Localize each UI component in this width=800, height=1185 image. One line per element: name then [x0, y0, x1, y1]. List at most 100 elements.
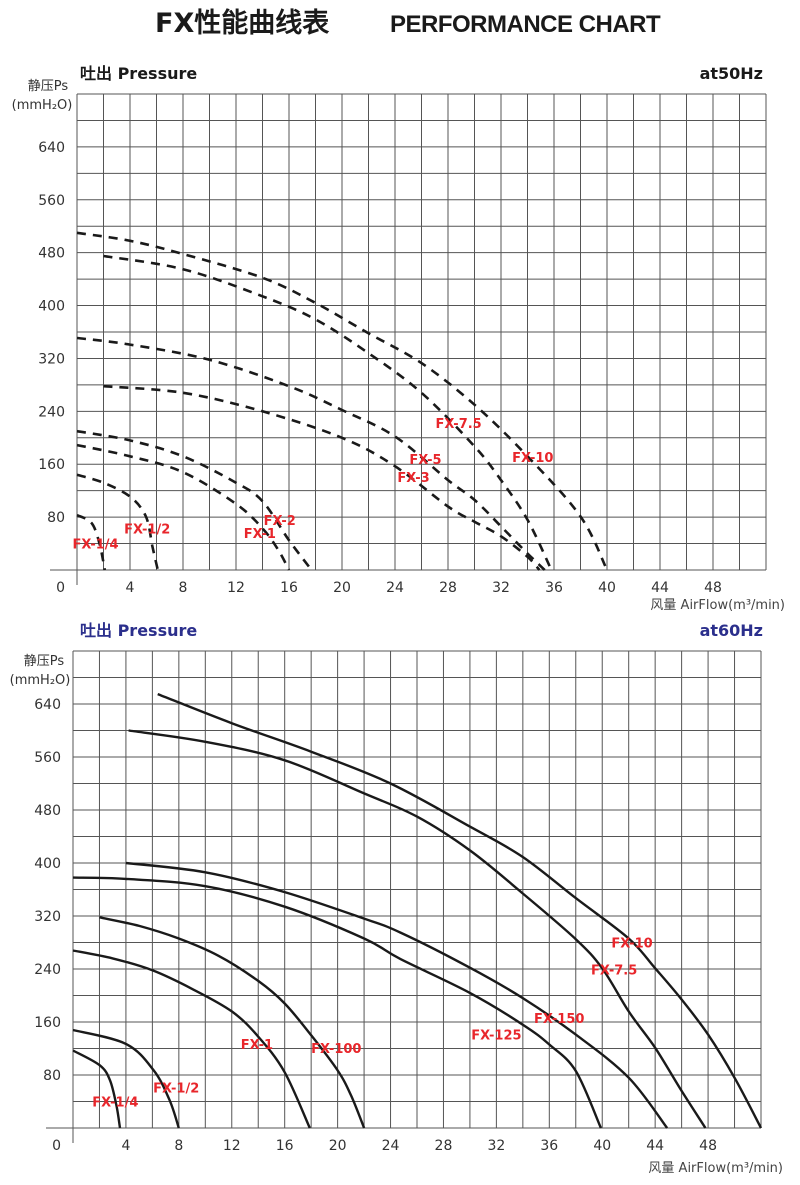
series-fx-1: FX-1: [72, 949, 311, 1129]
x-tick-label: 24: [382, 1138, 400, 1154]
y-tick-label: 240: [38, 404, 65, 420]
series-fx-125: FX-125: [72, 876, 602, 1129]
series-curve: [99, 916, 366, 1129]
series-fx-2: FX-2: [76, 429, 313, 571]
series-curve: [76, 429, 313, 571]
series-fx-1-2: FX-1/2: [76, 473, 170, 571]
chart-60hz: 4 8 12 16 20 24 28 32 36 40 44 48801602403204004805…: [34, 650, 763, 1154]
chart-50hz-yunit: (mmH₂O): [12, 98, 73, 113]
grid: [46, 650, 762, 1143]
x-tick-label: 20: [329, 1138, 347, 1154]
chart-60hz-frequency: at60Hz: [700, 621, 763, 640]
grid: [50, 93, 767, 585]
series-fx-5: FX-5: [76, 336, 546, 571]
series-label: FX-1/4: [92, 1096, 138, 1111]
series-curve: [72, 1028, 180, 1129]
series-curve: [76, 513, 107, 571]
y-tick-label: 320: [34, 909, 61, 925]
y-tick-label: 640: [38, 140, 65, 156]
y-tick-label: 640: [34, 697, 61, 713]
chart-50hz: 4 8 12 16 20 24 28 32 36 40 44 48801602403204004805…: [38, 93, 767, 596]
x-tick-label: 32: [487, 1138, 505, 1154]
series-fx-7-5: FX-7.5: [128, 729, 707, 1129]
y-tick-label: 480: [34, 803, 61, 819]
series-curve: [72, 1049, 122, 1129]
series-label: FX-5: [409, 453, 441, 468]
series-label: FX-10: [512, 451, 553, 466]
chart-60hz-ylabel: 静压Ps: [24, 654, 65, 669]
x-tick-label: 12: [223, 1138, 241, 1154]
y-tick-label: 400: [34, 856, 61, 872]
y-tick-label: 160: [34, 1015, 61, 1031]
series-label: FX-2: [264, 514, 296, 529]
y-tick-label: 80: [43, 1068, 61, 1084]
series-fx-3: FX-3: [103, 384, 541, 571]
x-tick-label: 8: [179, 580, 188, 596]
x-tick-label: 44: [646, 1138, 664, 1154]
series-curve: [72, 876, 602, 1129]
series-fx-10: FX-10: [157, 692, 763, 1129]
x-tick-label: 40: [598, 580, 616, 596]
series-curve: [103, 254, 553, 571]
x-tick-label: 28: [435, 1138, 453, 1154]
y-tick-label: 560: [38, 193, 65, 209]
x-tick-label: 8: [174, 1138, 183, 1154]
x-tick-label: 48: [699, 1138, 717, 1154]
x-tick-label: 24: [386, 580, 404, 596]
series-curve: [76, 443, 291, 571]
x-tick-label: 16: [280, 580, 298, 596]
series-curve: [103, 384, 541, 571]
y-tick-label: 240: [34, 962, 61, 978]
series-label: FX-1/2: [124, 522, 170, 537]
x-tick-label: 12: [227, 580, 245, 596]
series-curve: [76, 336, 546, 571]
series-curve: [157, 692, 763, 1129]
series-curve: [125, 861, 669, 1129]
series-label: FX-1/2: [153, 1082, 199, 1097]
series-label: FX-150: [534, 1012, 584, 1027]
page-title-en: PERFORMANCE CHART: [390, 11, 661, 38]
x-tick-label: 48: [704, 580, 722, 596]
series-label: FX-10: [611, 937, 652, 952]
chart-60hz-yunit: (mmH₂O): [10, 673, 71, 688]
chart-50hz-ylabel: 静压Ps: [28, 79, 69, 94]
series-label: FX-7.5: [591, 964, 637, 979]
origin-label: 0: [52, 1138, 61, 1154]
x-tick-label: 4: [126, 580, 135, 596]
series-curve: [76, 473, 160, 571]
series-label: FX-1: [241, 1038, 273, 1053]
page-title-cn: FX性能曲线表: [155, 7, 329, 39]
chart-50hz-title: 吐出 Pressure: [80, 64, 197, 83]
series-curve: [72, 949, 311, 1129]
series-label: FX-7.5: [435, 417, 481, 432]
series-label: FX-1/4: [73, 538, 119, 553]
x-tick-label: 32: [492, 580, 510, 596]
y-tick-label: 480: [38, 246, 65, 262]
y-tick-label: 160: [38, 457, 65, 473]
y-tick-label: 400: [38, 299, 65, 315]
series-fx-10: FX-10: [76, 231, 609, 571]
series-fx-1-4: FX-1/4: [72, 1049, 138, 1129]
series-fx-1-4: FX-1/4: [73, 513, 119, 571]
chart-50hz-xlabel: 风量 AirFlow(m³/min): [650, 598, 785, 613]
x-tick-label: 44: [651, 580, 669, 596]
x-tick-label: 28: [439, 580, 457, 596]
series-curve: [128, 729, 707, 1129]
x-tick-label: 36: [545, 580, 563, 596]
series-label: FX-100: [311, 1042, 361, 1057]
series-label: FX-1: [244, 527, 276, 542]
chart-50hz-frequency: at50Hz: [700, 64, 763, 83]
series-label: FX-125: [471, 1029, 521, 1044]
series-fx-1-2: FX-1/2: [72, 1028, 199, 1129]
series-fx-1: FX-1: [76, 443, 291, 571]
x-tick-label: 36: [540, 1138, 558, 1154]
chart-60hz-title: 吐出 Pressure: [80, 621, 197, 640]
series-curve: [76, 231, 609, 571]
y-tick-label: 560: [34, 750, 61, 766]
origin-label: 0: [56, 580, 65, 596]
x-tick-label: 40: [593, 1138, 611, 1154]
x-tick-label: 20: [333, 580, 351, 596]
x-tick-label: 4: [121, 1138, 130, 1154]
chart-60hz-xlabel: 风量 AirFlow(m³/min): [648, 1161, 783, 1176]
